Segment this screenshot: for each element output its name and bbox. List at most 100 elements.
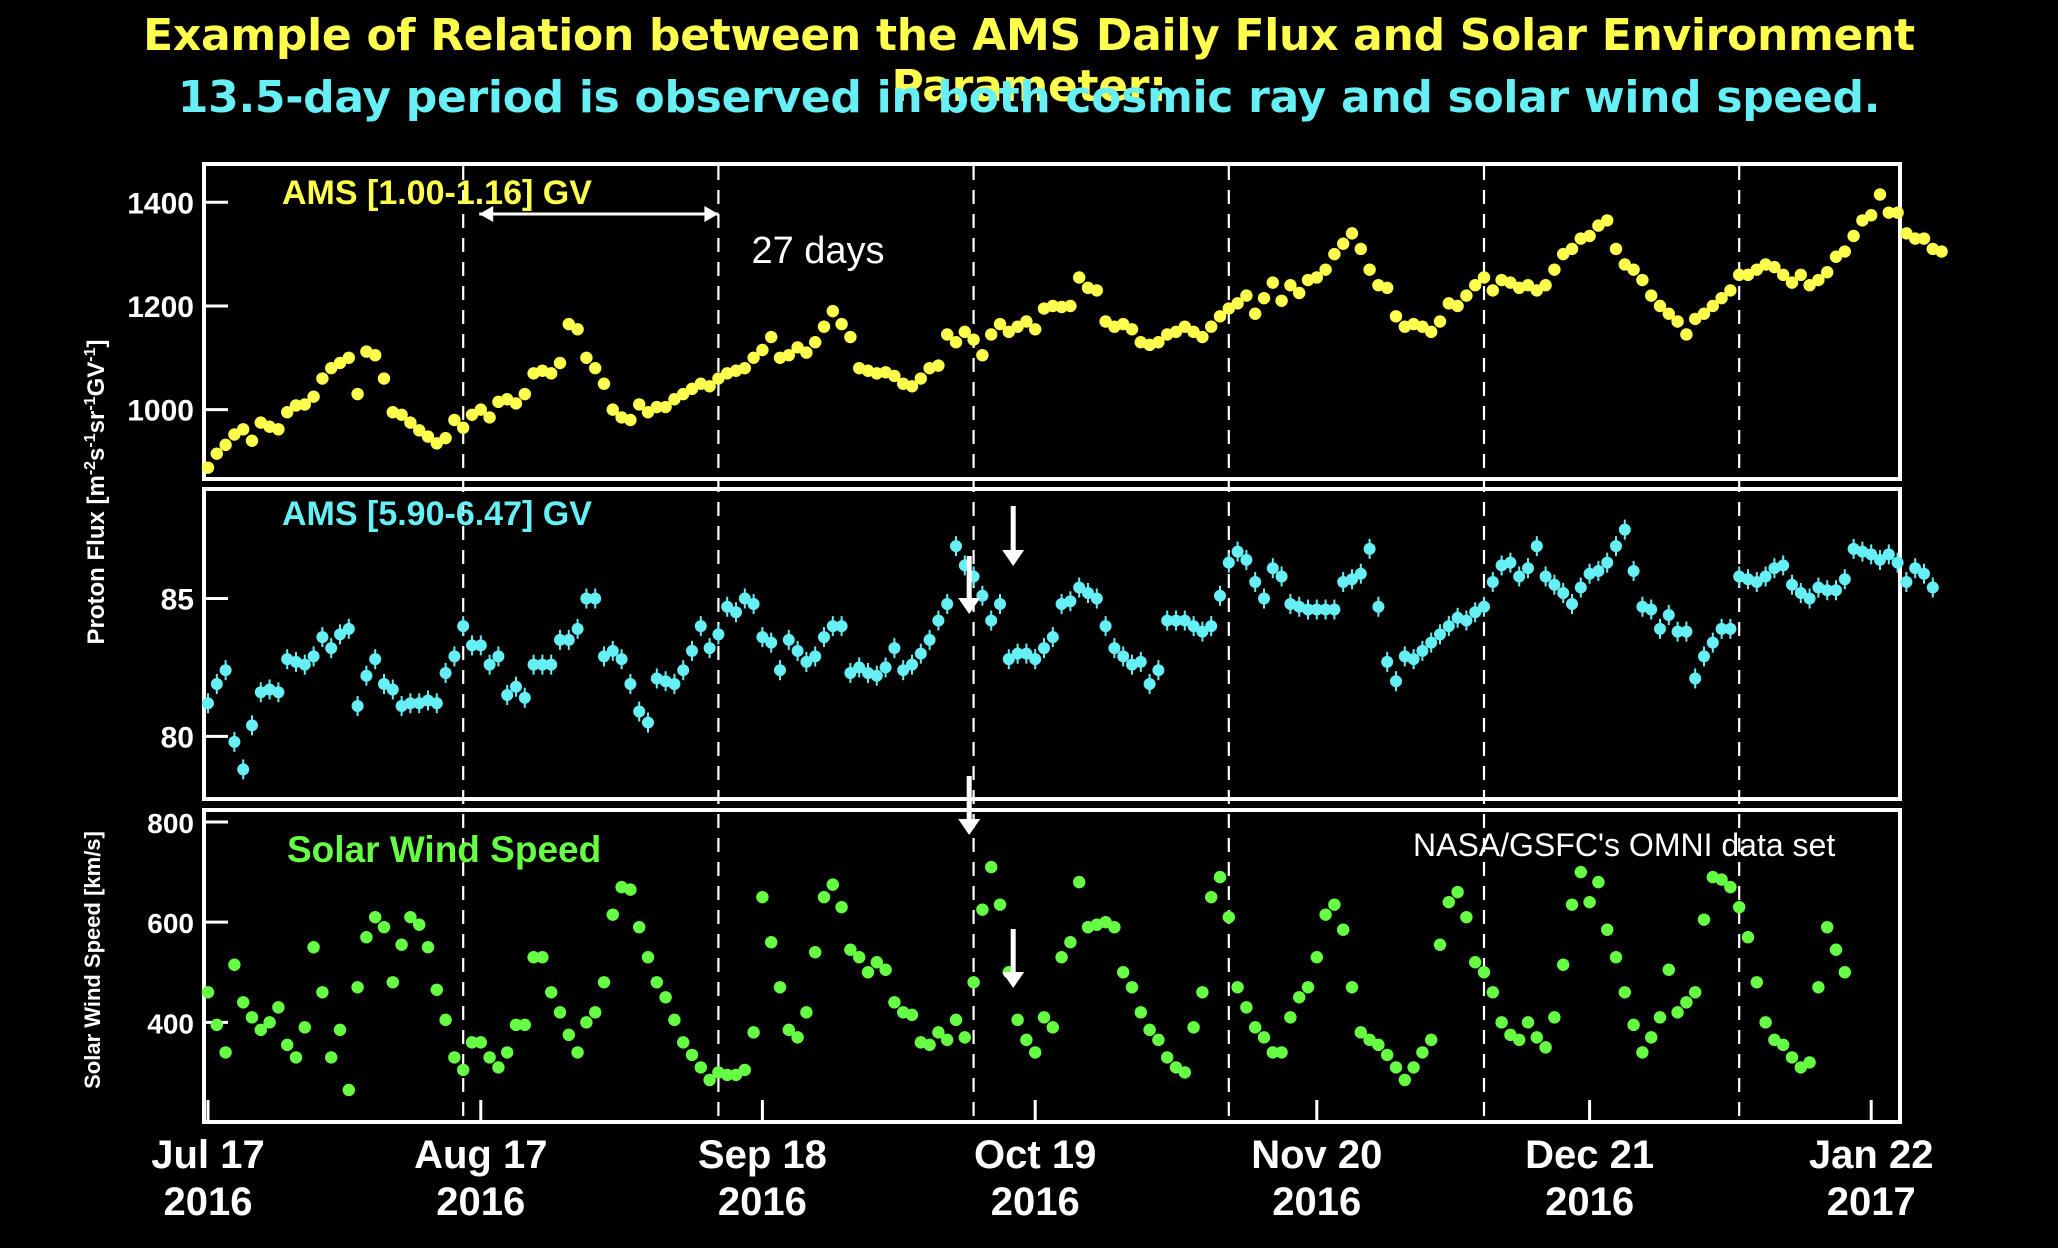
- data-point: [1513, 570, 1526, 583]
- data-point: [1249, 1021, 1262, 1034]
- data-point: [1038, 642, 1050, 655]
- data-point: [404, 416, 417, 429]
- data-point: [835, 317, 848, 331]
- data-point: [932, 359, 945, 372]
- data-point: [800, 655, 813, 668]
- data-point: [1715, 873, 1728, 886]
- data-point: [360, 931, 373, 944]
- data-point: [985, 860, 998, 874]
- data-point: [809, 336, 822, 349]
- proton-flux-axis-title: Proton Flux [m-2s-1sr-1GV-1]: [82, 340, 110, 645]
- data-point: [580, 1016, 593, 1029]
- data-point: [1381, 655, 1394, 668]
- data-point: [791, 1031, 804, 1044]
- data-point: [994, 598, 1006, 611]
- data-point: [1592, 564, 1605, 577]
- data-point: [386, 683, 399, 696]
- data-point: [1513, 1033, 1526, 1047]
- data-point: [219, 438, 232, 452]
- data-point: [457, 620, 470, 633]
- data-point: [659, 400, 672, 414]
- data-point: [378, 677, 390, 690]
- data-point: [703, 642, 716, 655]
- data-point: [430, 697, 443, 710]
- x-tick-year: 2016: [991, 1180, 1080, 1224]
- data-point: [492, 1061, 505, 1074]
- data-point: [747, 1026, 760, 1039]
- data-point: [1205, 320, 1218, 333]
- data-point: [1477, 271, 1491, 284]
- data-point: [589, 361, 602, 375]
- data-point: [1565, 242, 1579, 256]
- data-point: [1020, 647, 1033, 660]
- data-point: [747, 351, 760, 364]
- data-point: [1583, 229, 1596, 243]
- data-point: [1196, 625, 1209, 638]
- data-point: [465, 1036, 479, 1049]
- data-point: [571, 323, 584, 336]
- data-point: [1865, 209, 1878, 222]
- x-tick-month: Aug 17: [414, 1133, 547, 1177]
- data-point: [1689, 986, 1702, 999]
- data-point: [1020, 315, 1033, 328]
- data-point: [1477, 966, 1491, 979]
- data-point: [333, 1023, 347, 1037]
- data-point: [1222, 910, 1236, 924]
- data-point: [606, 908, 619, 921]
- data-point: [1821, 920, 1834, 934]
- data-point: [782, 633, 795, 646]
- data-point: [615, 653, 628, 666]
- data-point: [1108, 642, 1121, 655]
- data-point: [1354, 1026, 1368, 1039]
- data-point: [404, 910, 417, 924]
- data-point: [597, 976, 611, 989]
- data-point: [1011, 647, 1024, 660]
- data-point: [413, 424, 426, 437]
- data-point: [1275, 1046, 1288, 1059]
- data-point: [950, 540, 962, 553]
- data-point: [1178, 1066, 1192, 1079]
- data-point: [395, 938, 408, 951]
- data-point: [1627, 564, 1640, 577]
- data-point: [263, 1016, 276, 1029]
- data-point: [597, 377, 611, 390]
- data-point: [650, 976, 663, 989]
- data-point: [800, 346, 813, 359]
- chart-subtitle: 13.5-day period is observed in both cosm…: [177, 72, 1881, 123]
- data-point: [1539, 279, 1552, 292]
- data-point: [826, 878, 839, 891]
- data-point: [1073, 581, 1086, 594]
- data-point: [1354, 567, 1367, 580]
- data-point: [906, 658, 918, 671]
- data-point: [1794, 587, 1807, 599]
- data-point: [518, 1018, 531, 1032]
- bottom-series-label: Solar Wind Speed: [287, 829, 601, 870]
- data-point: [1231, 545, 1244, 558]
- data-point: [1275, 570, 1288, 583]
- data-point: [1478, 600, 1490, 613]
- data-point: [474, 639, 487, 652]
- data-point: [1785, 276, 1799, 289]
- data-point: [1161, 614, 1174, 627]
- data-point: [1460, 910, 1473, 924]
- data-point: [1469, 606, 1482, 619]
- data-point: [624, 413, 637, 427]
- data-point: [1873, 188, 1887, 201]
- data-point: [395, 408, 408, 421]
- data-point: [483, 411, 496, 424]
- data-point: [298, 398, 311, 411]
- data-point: [1627, 263, 1640, 276]
- data-point: [421, 430, 435, 443]
- data-point: [439, 666, 452, 679]
- data-point: [483, 658, 496, 671]
- data-point: [1891, 206, 1904, 219]
- data-point: [369, 910, 382, 924]
- data-point: [1381, 281, 1394, 295]
- data-point: [817, 890, 831, 904]
- data-point: [1037, 1011, 1051, 1024]
- data-point: [474, 403, 487, 416]
- data-point: [1653, 1011, 1667, 1024]
- data-point: [571, 622, 584, 635]
- data-point: [1222, 556, 1235, 569]
- data-point: [1143, 1023, 1156, 1037]
